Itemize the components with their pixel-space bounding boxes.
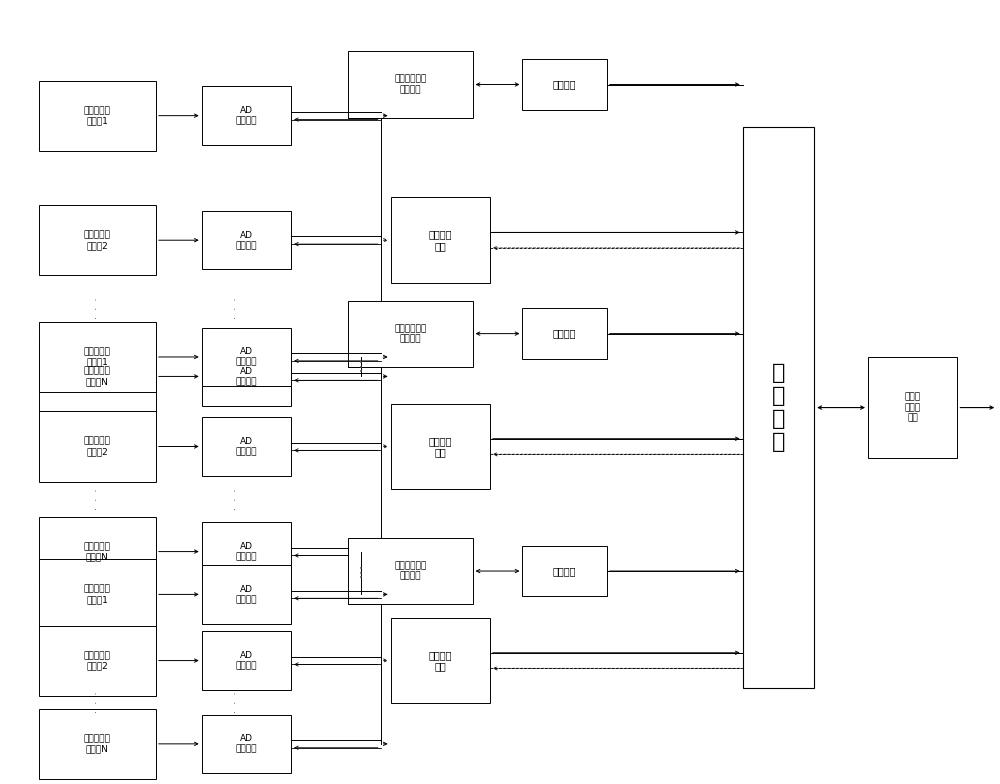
Text: 外部通
信接口
电路: 外部通 信接口 电路 — [905, 393, 921, 423]
Bar — [202, 631, 291, 690]
Text: ·  ·  ·: · · · — [92, 298, 102, 319]
Bar — [202, 347, 291, 405]
Text: 同步转换逻辑
控制电路: 同步转换逻辑 控制电路 — [394, 324, 427, 343]
Text: AD
转换电路: AD 转换电路 — [236, 347, 257, 367]
Bar — [391, 618, 490, 703]
Bar — [39, 517, 156, 586]
Text: ·  ·  ·: · · · — [92, 488, 102, 510]
Bar — [522, 308, 607, 359]
Bar — [39, 205, 156, 275]
Bar — [39, 322, 156, 392]
Text: 时钟电路: 时钟电路 — [553, 79, 576, 89]
Text: AD
转换电路: AD 转换电路 — [236, 734, 257, 753]
Bar — [391, 198, 490, 283]
Text: 模拟信号处
理电路N: 模拟信号处 理电路N — [84, 734, 111, 753]
Text: 同步转换逻辑
控制电路: 同步转换逻辑 控制电路 — [394, 561, 427, 581]
Bar — [39, 626, 156, 695]
Text: ⋮: ⋮ — [354, 566, 368, 580]
Bar — [39, 709, 156, 779]
Text: 同步转换逻辑
控制电路: 同步转换逻辑 控制电路 — [394, 74, 427, 94]
Text: 时钟电路: 时钟电路 — [553, 328, 576, 339]
Bar — [39, 559, 156, 630]
Text: 模拟信号处
理电路1: 模拟信号处 理电路1 — [84, 585, 111, 604]
Text: AD
转换电路: AD 转换电路 — [236, 230, 257, 250]
Text: 模拟信号处
理电路2: 模拟信号处 理电路2 — [84, 437, 111, 456]
Text: 模拟信号处
理电路1: 模拟信号处 理电路1 — [84, 347, 111, 367]
Text: ·  ·  ·: · · · — [231, 488, 241, 510]
Text: 主
控
制
器: 主 控 制 器 — [772, 363, 785, 452]
Bar — [522, 546, 607, 597]
Bar — [202, 417, 291, 476]
Bar — [743, 127, 814, 688]
Bar — [202, 211, 291, 270]
Text: 模拟信号处
理电路2: 模拟信号处 理电路2 — [84, 651, 111, 670]
Text: ·  ·  ·: · · · — [231, 298, 241, 319]
Text: 时钟电路: 时钟电路 — [553, 566, 576, 576]
Text: 数据处理
电路: 数据处理 电路 — [429, 436, 452, 457]
Text: ⋮: ⋮ — [354, 360, 368, 374]
Text: ·  ·  ·: · · · — [92, 691, 102, 713]
Bar — [391, 404, 490, 489]
Text: AD
转换电路: AD 转换电路 — [236, 106, 257, 125]
Bar — [348, 538, 473, 604]
Bar — [348, 52, 473, 118]
Bar — [348, 300, 473, 367]
Bar — [202, 522, 291, 581]
Bar — [202, 565, 291, 623]
Bar — [202, 328, 291, 387]
Text: AD
转换电路: AD 转换电路 — [236, 585, 257, 604]
Text: 模拟信号处
理电路2: 模拟信号处 理电路2 — [84, 230, 111, 250]
Bar — [39, 412, 156, 481]
Text: AD
转换电路: AD 转换电路 — [236, 437, 257, 456]
Text: 模拟信号处
理电路N: 模拟信号处 理电路N — [84, 542, 111, 561]
Bar — [868, 357, 957, 458]
Text: AD
转换电路: AD 转换电路 — [236, 651, 257, 670]
Text: ·  ·  ·: · · · — [231, 691, 241, 713]
Text: AD
转换电路: AD 转换电路 — [236, 542, 257, 561]
Bar — [202, 715, 291, 773]
Text: 模拟信号处
理电路1: 模拟信号处 理电路1 — [84, 106, 111, 125]
Bar — [39, 341, 156, 412]
Text: 数据处理
电路: 数据处理 电路 — [429, 230, 452, 251]
Text: AD
转换电路: AD 转换电路 — [236, 367, 257, 387]
Bar — [522, 60, 607, 110]
Bar — [39, 81, 156, 151]
Text: 模拟信号处
理电路N: 模拟信号处 理电路N — [84, 367, 111, 387]
Bar — [202, 86, 291, 145]
Text: 数据处理
电路: 数据处理 电路 — [429, 650, 452, 671]
